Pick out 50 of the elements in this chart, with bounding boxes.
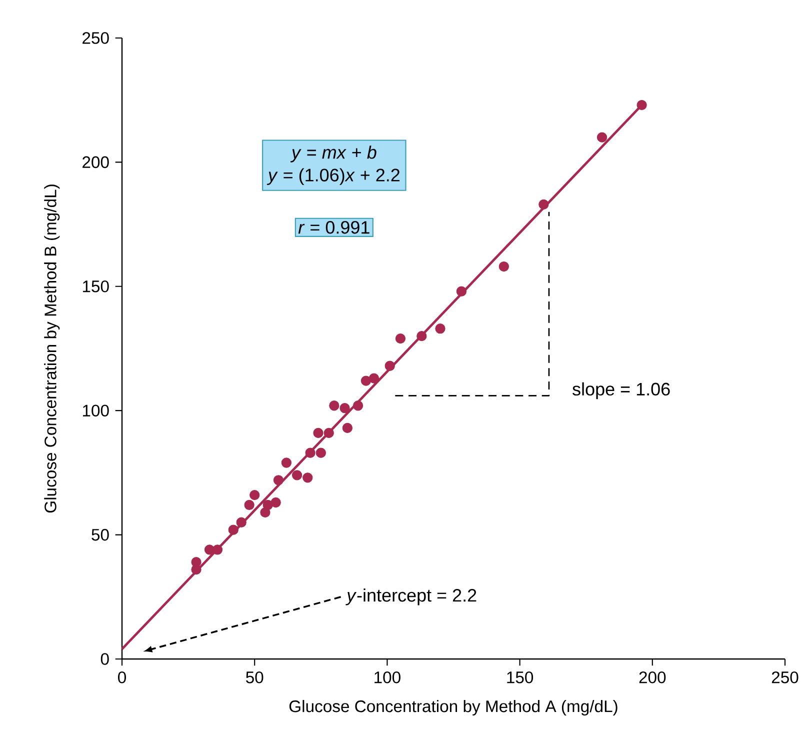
point [281, 458, 292, 468]
point [596, 132, 608, 142]
y-tick-label: 50 [92, 528, 109, 541]
point [352, 400, 364, 411]
x-tick-label: 250 [772, 671, 798, 684]
annotation: r = 0.991 [298, 221, 370, 234]
point [212, 544, 223, 555]
x-tick-label: 0 [118, 671, 126, 684]
point [368, 373, 380, 384]
point [250, 490, 260, 500]
y-axis-title: Glucose Concentration by Method B (mg/dL) [44, 184, 60, 513]
annotation: y = (1.06)x + 2.2 [266, 168, 400, 186]
x-tick-label: 50 [246, 671, 264, 684]
y-tick-label: 200 [82, 156, 109, 168]
y-tick-label: 0 [100, 653, 109, 665]
point [302, 472, 313, 483]
annotation: y-intercept = 2.2 [346, 588, 476, 606]
point [538, 199, 549, 210]
annotation: y = mx + b [290, 146, 376, 162]
point [384, 360, 395, 371]
point [342, 422, 352, 434]
point [456, 286, 467, 296]
x-tick-label: 150 [507, 671, 534, 684]
point [329, 400, 340, 411]
point [273, 475, 284, 486]
y-tick-label: 250 [82, 32, 109, 44]
point [340, 403, 350, 414]
point [305, 448, 316, 458]
point [395, 333, 406, 344]
point [416, 331, 427, 342]
point [636, 100, 647, 110]
point [316, 448, 326, 458]
point [292, 470, 302, 480]
point [228, 524, 238, 535]
point [498, 261, 509, 272]
x-tick-label: 200 [639, 671, 666, 684]
x-axis-title: Glucose Concentration by Method A (mg/dL) [289, 700, 618, 716]
point [360, 376, 372, 386]
point [313, 428, 324, 438]
point [435, 324, 446, 334]
point [270, 497, 281, 508]
point [324, 428, 334, 438]
point [191, 564, 202, 575]
y-tick-label: 150 [82, 280, 109, 292]
y-tick-label: 100 [82, 404, 109, 416]
point [262, 500, 273, 510]
x-tick-label: 100 [374, 671, 400, 684]
point [244, 500, 254, 510]
point [236, 517, 246, 528]
annotation: slope = 1.06 [572, 382, 670, 400]
